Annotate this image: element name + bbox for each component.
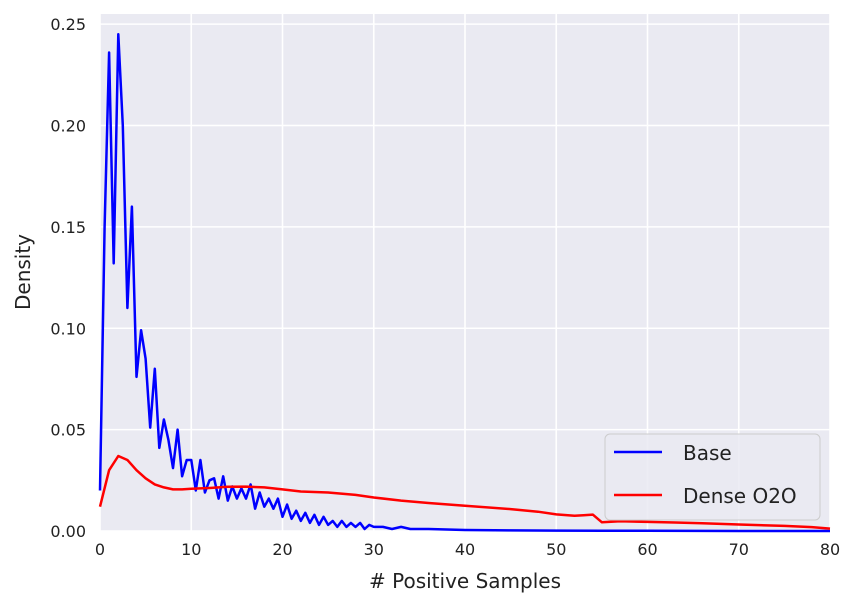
x-tick-label: 50	[546, 540, 566, 559]
legend: Base Dense O2O	[604, 433, 821, 521]
legend-label-base: Base	[683, 441, 732, 465]
legend-box	[604, 433, 821, 521]
series-line-base	[98, 33, 830, 533]
x-tick-label: 30	[364, 540, 384, 559]
x-axis-label: # Positive Samples	[369, 569, 561, 593]
y-tick-labels: 0.00 0.05 0.10 0.15 0.20 0.25	[50, 15, 86, 541]
series-lines	[98, 33, 831, 533]
x-tick-label: 70	[729, 540, 749, 559]
y-tick-label: 0.25	[50, 15, 86, 34]
x-tick-label: 10	[181, 540, 201, 559]
legend-label-dense-o2o: Dense O2O	[683, 484, 797, 508]
y-tick-label: 0.00	[50, 522, 86, 541]
y-axis-label: Density	[11, 234, 35, 310]
x-tick-label: 60	[637, 540, 657, 559]
y-tick-label: 0.05	[50, 421, 86, 440]
series-line-dense-o2o	[98, 454, 831, 530]
x-tick-label: 20	[272, 540, 292, 559]
x-tick-label: 80	[820, 540, 840, 559]
y-tick-label: 0.15	[50, 218, 86, 237]
x-tick-label: 0	[95, 540, 105, 559]
x-tick-label: 40	[455, 540, 475, 559]
y-tick-label: 0.10	[50, 319, 86, 338]
y-tick-label: 0.20	[50, 117, 86, 136]
x-tick-labels: 0 10 20 30 40 50 60 70 80	[95, 540, 840, 559]
